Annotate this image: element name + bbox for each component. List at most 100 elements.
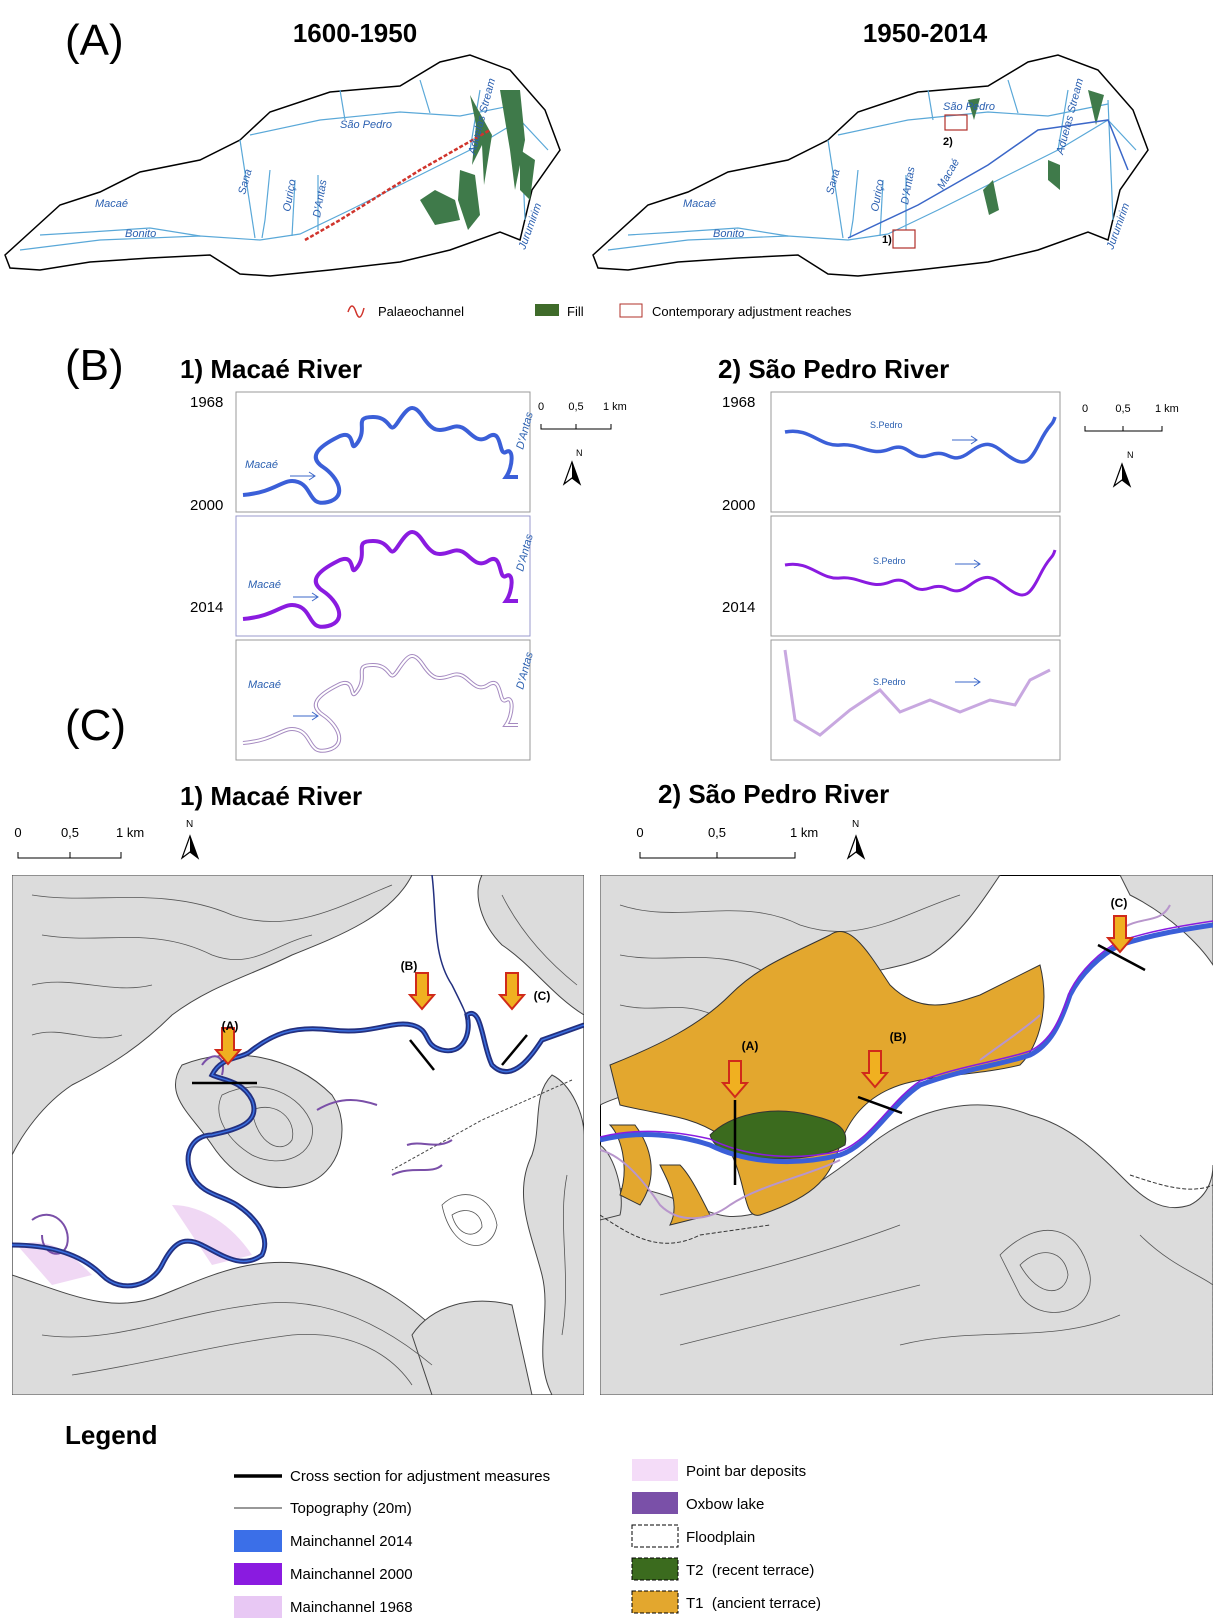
north-arrow [564,462,580,484]
legend-label: Floodplain [686,1529,755,1546]
river-label: São Pedro [340,119,392,131]
scale-label: 0,5 [1115,403,1130,415]
scale-label: 0,5 [568,401,583,413]
river-label: Macaé [248,679,281,691]
north-arrow [848,836,864,858]
section-label: (B) [890,1030,907,1044]
scale-label: 1 km [116,825,144,840]
river-label: Macaé [95,198,128,210]
river-label: D'Antas [899,165,918,205]
legend-symbol [632,1591,678,1613]
legend-title: Legend [65,1420,157,1450]
map-title: 1950-2014 [863,18,988,48]
legend-label: T2 (recent terrace) [686,1562,814,1579]
scale-label: 0,5 [61,825,79,840]
scale-label: 0 [1082,403,1088,415]
legend-symbol [348,306,364,317]
year-label: 2014 [722,599,755,616]
scale-label: 1 km [603,401,627,413]
map-frame [771,392,1060,512]
catchment-map: 1) 2) Macaé Bonito Sana Ouriço D'Antas M… [593,55,1148,276]
legend-label: Mainchannel 2000 [290,1566,413,1583]
map-shape [458,170,480,230]
section-label: (A) [222,1019,239,1033]
site-b2: S.Pedro S.Pedro S.Pedro 1968 2000 2014 0… [722,392,1179,760]
scale-label: 0,5 [708,825,726,840]
river-label: Ouriço [281,179,298,213]
legend-label: Cross section for adjustment measures [290,1468,550,1485]
legend-symbol [535,304,559,316]
site-title: 2) São Pedro River [718,354,949,384]
catchment-outline [593,55,1148,276]
catchment-map: Macaé Bonito Sana Ouriço D'Antas São Ped… [5,55,560,276]
north-arrow [1114,464,1130,486]
legend-label: T1 (ancient terrace) [686,1595,821,1612]
panel-label: (A) [65,16,124,65]
map-sao-pedro: (A) (B) (C) [600,875,1213,1395]
scale-bar [640,852,795,858]
legend-symbol [234,1563,282,1585]
adjustment-reach [893,230,915,248]
map-shape [1048,160,1060,190]
year-label: 1968 [190,394,223,411]
site-title: 1) Macaé River [180,781,362,811]
river-label: Ouriço [869,179,886,213]
map-frame [236,392,530,512]
section-label: (B) [401,959,418,973]
river-label: São Pedro [943,101,995,113]
year-label: 1968 [722,394,755,411]
legend-symbol [234,1530,282,1552]
catchment-outline [5,55,560,276]
north-label: N [852,819,859,830]
river-label: S.Pedro [873,556,906,566]
legend-label: Fill [567,304,584,319]
river-label: Aduelas Stream [1054,77,1086,157]
scale-bar [18,852,121,858]
panel-a-legend: Palaeochannel Fill Contemporary adjustme… [348,304,852,319]
map-shape [520,150,535,200]
legend-label: Oxbow lake [686,1496,764,1513]
site-title: 2) São Pedro River [658,779,889,809]
map-title: 1600-1950 [293,18,417,48]
scale-bar [1085,426,1162,431]
river-label: Bonito [125,228,156,240]
adjustment-reach [945,115,967,130]
river-label: Jurumirim [516,202,544,252]
legend-label: Topography (20m) [290,1500,412,1517]
scale-label: 0 [538,401,544,413]
panel-label: (C) [65,701,126,750]
river-label: Sana [824,168,842,196]
legend-symbol [632,1492,678,1514]
legend-label: Contemporary adjustment reaches [652,304,852,319]
river-label: Macaé [935,157,962,192]
river-label: Sana [236,168,254,196]
section-label: (C) [1111,896,1128,910]
year-label: 2000 [190,497,223,514]
river-label: S.Pedro [870,420,903,430]
panel-label: (B) [65,341,124,390]
section-label: (C) [534,989,551,1003]
map-frame [771,516,1060,636]
legend-symbol [620,304,642,317]
north-label: N [1127,450,1134,460]
site-title: 1) Macaé River [180,354,362,384]
scale-label: 1 km [790,825,818,840]
river-label: D'Antas [311,178,330,218]
scale-c1: 0 0,5 1 km N [14,819,198,858]
figure: (A) 1600-1950 1950-2014 Macaé Bonito San… [0,0,1213,1618]
map-shape [420,190,460,225]
map-frame [236,640,530,760]
main-channel [848,120,1128,238]
site-b1: Macaé Macaé Macaé D'Antas D'Antas D'Anta… [190,392,627,760]
map-shape [983,180,999,215]
section-label: (A) [742,1039,759,1053]
reach-label: 1) [882,234,892,246]
legend-symbol [632,1525,678,1547]
legend-label: Mainchannel 2014 [290,1533,413,1550]
river-label: Macaé [683,198,716,210]
legend: Cross section for adjustment measures To… [234,1459,821,1618]
reach-label: 2) [943,136,953,148]
north-label: N [186,819,193,830]
river-label: Jurumirim [1104,202,1132,252]
legend-label: Point bar deposits [686,1463,806,1480]
